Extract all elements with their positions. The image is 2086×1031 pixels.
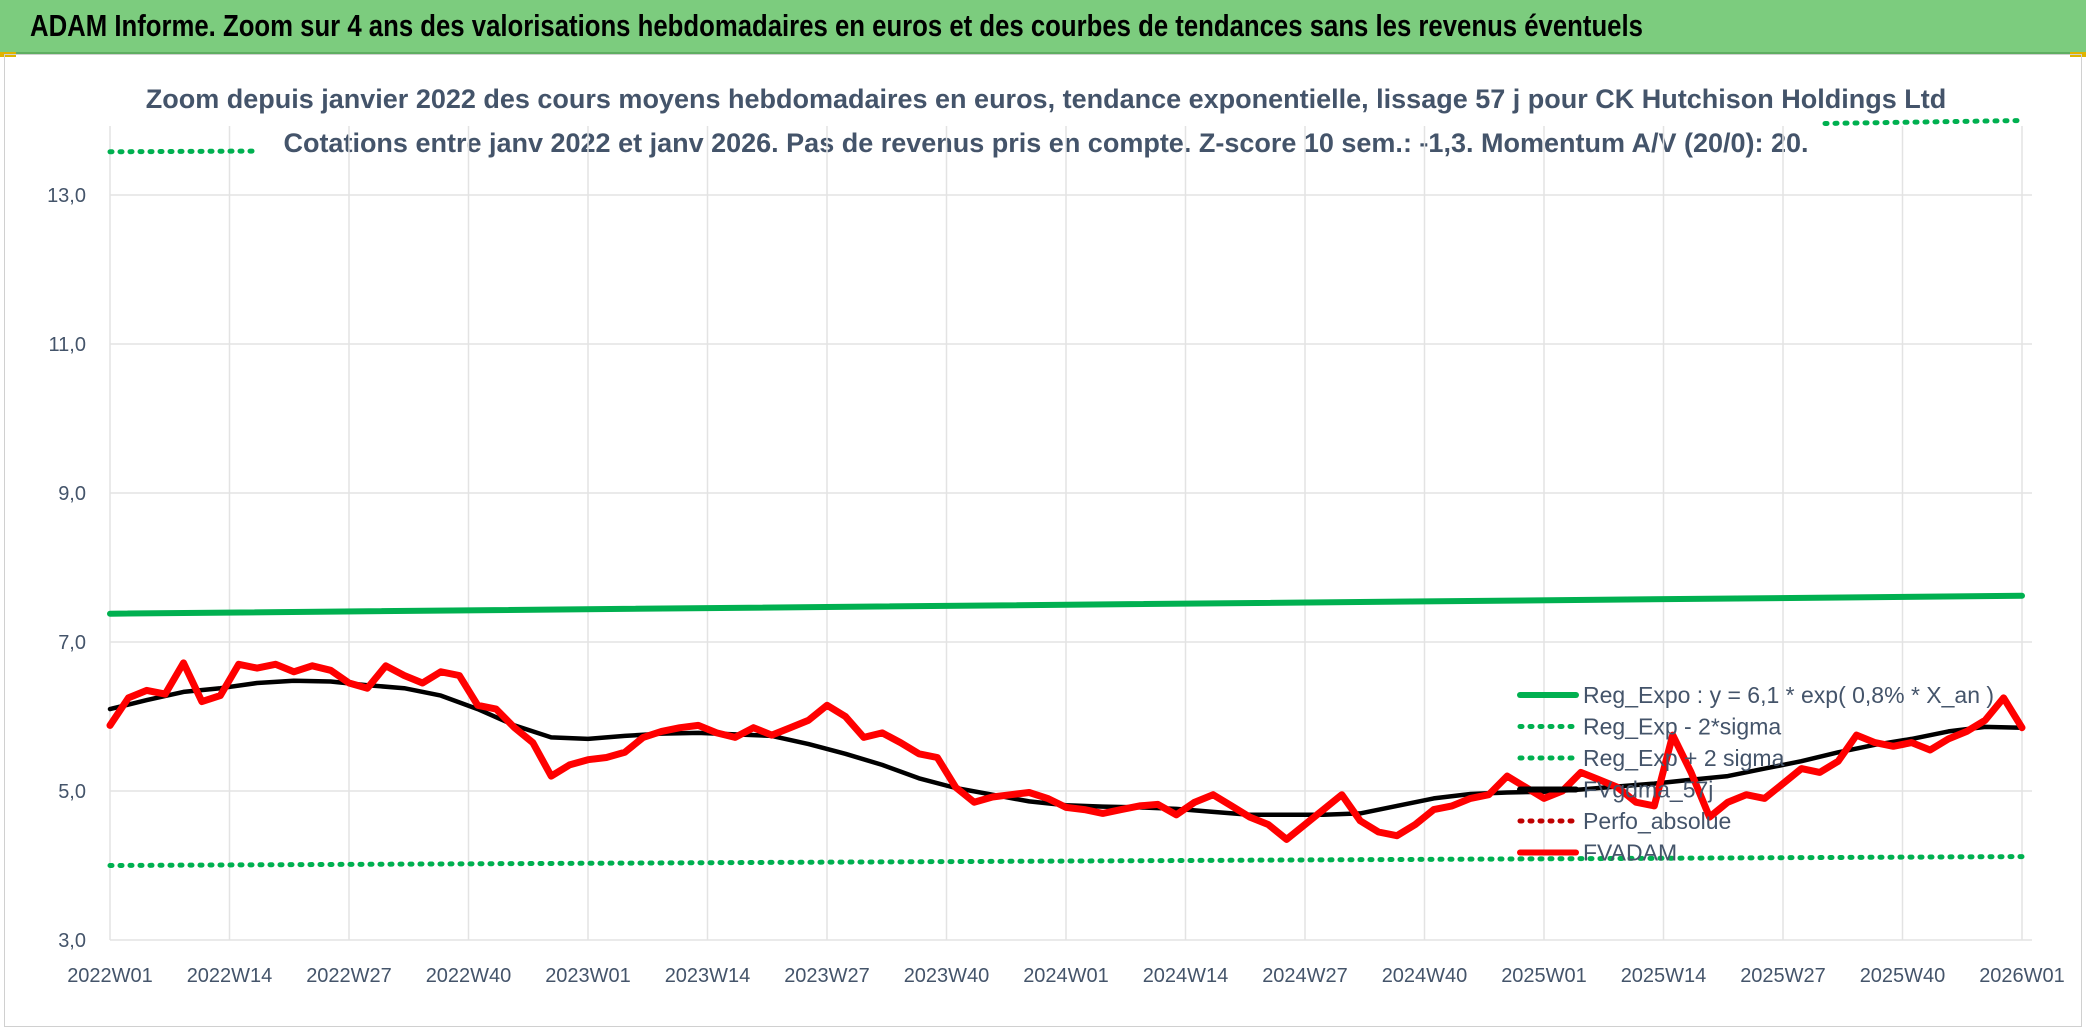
x-tick-label: 2023W14 [665,965,751,987]
series-line-fvadam [106,659,2026,843]
x-tick-label: 2025W27 [1740,965,1826,987]
legend-reg-expo-label: Reg_Expo : y = 6,1 * exp( 0,8% * X_an ) [1583,682,1994,708]
chart-frame [4,54,2082,1027]
y-tick-label: 9,0 [58,483,86,505]
report-title: ADAM Informe. Zoom sur 4 ans des valoris… [30,8,1643,43]
y-tick-label: 11,0 [49,334,86,356]
y-tick-label: 5,0 [58,781,86,803]
x-tick-label: 2022W40 [426,965,512,987]
report-banner: ADAM Informe. Zoom sur 4 ans des valoris… [0,0,2086,54]
legend-reg-exp-plus-2sigma-label: Reg_Exp + 2 sigma [1583,745,1785,771]
x-tick-label: 2022W27 [306,965,392,987]
x-tick-label: 2024W14 [1143,965,1229,987]
x-tick-label: 2024W40 [1382,965,1468,987]
series-line-reg-exp-minus-2sigma [107,854,2025,868]
chart-series [106,118,2026,868]
x-tick-label: 2023W01 [545,965,631,987]
legend-perfo-absolue-label: Perfo_absolue [1583,808,1731,834]
series-line-reg-exp-plus-2sigma-left [107,148,259,155]
x-axis: 2022W01 2022W14 2022W27 2022W40 2023W01 2023W… [67,965,2065,987]
series-line-reg-exp-plus-2sigma-right [1822,118,2025,126]
x-tick-label: 2024W01 [1023,965,1109,987]
x-tick-label: 2026W01 [1979,965,2065,987]
y-tick-label: 3,0 [58,930,86,952]
chart-legend: Reg_Expo : y = 6,1 * exp( 0,8% * X_an ) R… [1517,682,1994,866]
x-tick-label: 2022W14 [187,965,273,987]
legend-fvgdma-57j-label: FVgdma_57j [1583,777,1713,803]
x-tick-label: 2023W40 [904,965,990,987]
x-tick-label: 2024W27 [1262,965,1348,987]
chart-title: Zoom depuis janvier 2022 des cours moyen… [146,84,1946,114]
y-axis: 3,0 5,0 7,0 9,0 11,0 13,0 [47,185,86,952]
series-line-reg-expo [107,592,2025,617]
x-tick-label: 2023W27 [784,965,870,987]
chart-grid [109,126,2032,941]
x-tick-label: 2025W01 [1501,965,1587,987]
y-tick-label: 13,0 [47,185,86,207]
x-tick-label: 2025W40 [1860,965,1946,987]
y-tick-label: 7,0 [58,632,86,654]
x-tick-label: 2025W14 [1621,965,1707,987]
legend-fvadam-label: FVADAM [1583,840,1677,866]
legend-reg-exp-minus-2sigma-label: Reg_Exp - 2*sigma [1583,714,1781,740]
x-tick-label: 2022W01 [67,965,153,987]
chart-subtitle: Cotations entre janv 2022 et janv 2026. … [283,128,1808,158]
